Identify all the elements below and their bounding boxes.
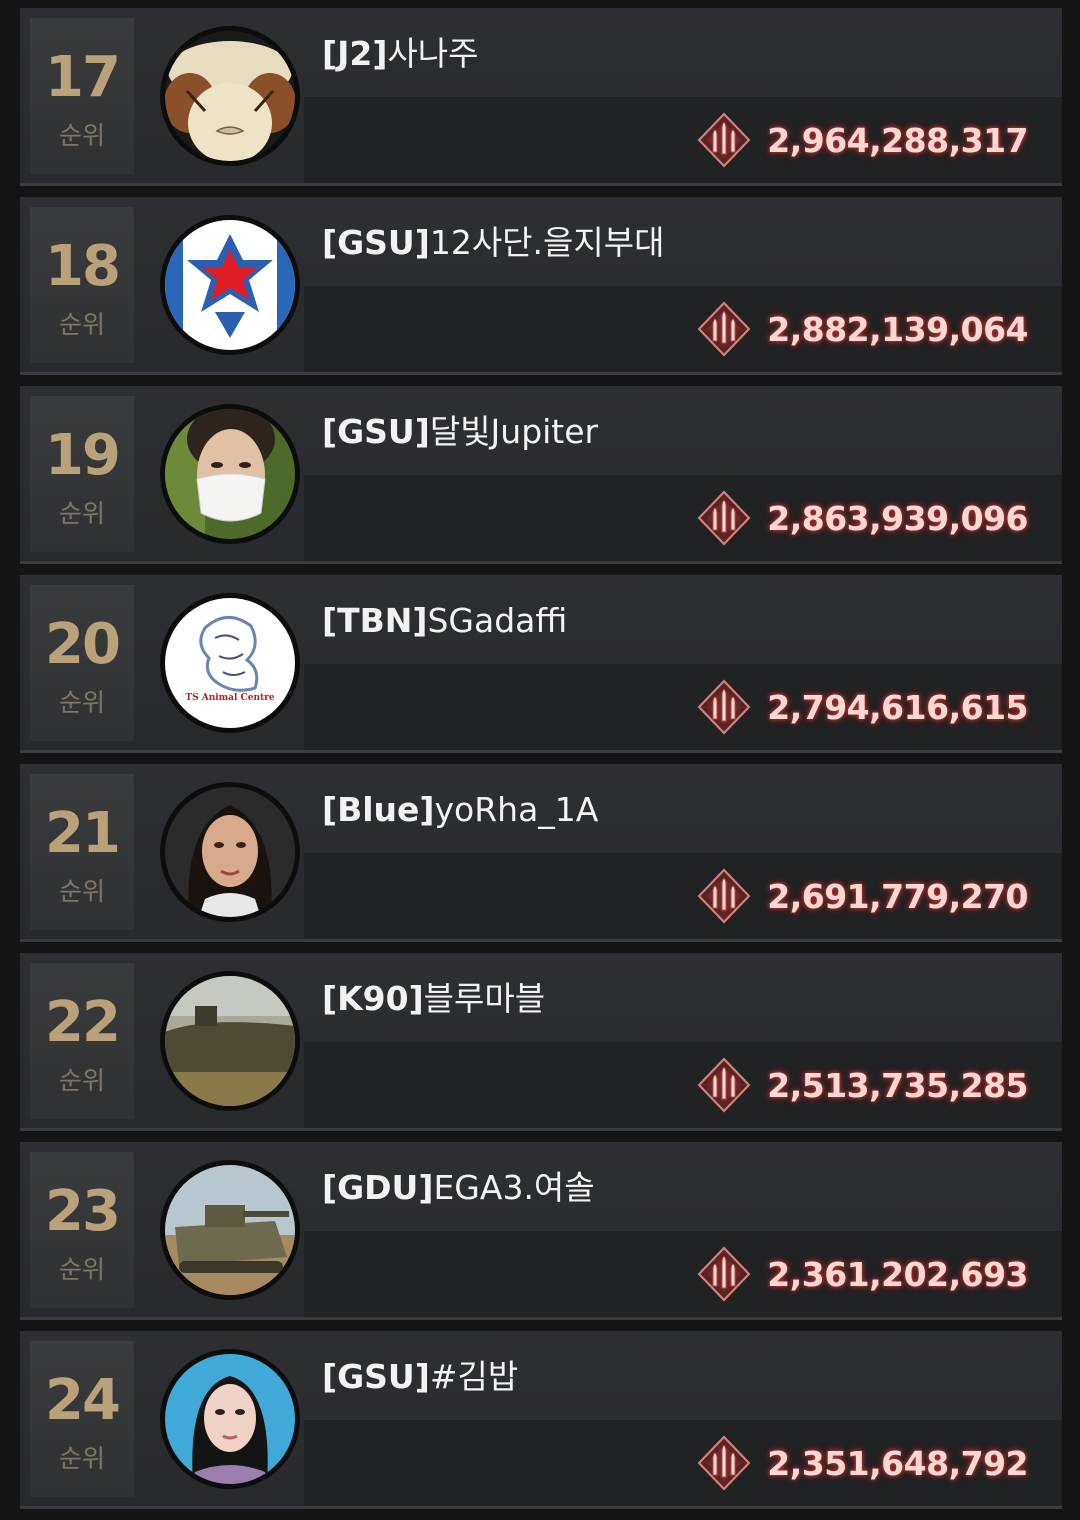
submarine-avatar[interactable] — [160, 971, 300, 1111]
rank-box: 20 순위 — [30, 585, 134, 741]
ammo-bullets-icon — [697, 868, 751, 924]
player-name[interactable]: [J2]사나주 — [322, 34, 479, 74]
ammo-bullets-icon — [697, 1246, 751, 1302]
clan-tag: [GSU] — [322, 412, 430, 451]
ammo-bullets-icon — [697, 112, 751, 168]
woman-portrait-avatar[interactable] — [160, 782, 300, 922]
player-name[interactable]: [GDU]EGA3.여솔 — [322, 1168, 595, 1208]
rank-number: 24 — [45, 1368, 121, 1433]
score-group: 2,882,139,064 — [697, 301, 1028, 357]
ranking-row[interactable]: 21 순위 [Blue]yoRha_1A — [20, 764, 1062, 942]
idol-portrait-avatar[interactable] — [160, 1349, 300, 1489]
ammo-bullets-icon — [697, 490, 751, 546]
ammo-bullets-icon — [697, 301, 751, 357]
ranking-row[interactable]: 22 순위 [K90]블루마블 2,513, — [20, 953, 1062, 1131]
ranking-row[interactable]: 17 순위 [J2]사나주 — [20, 8, 1062, 186]
rank-number: 17 — [45, 45, 121, 110]
score-value: 2,863,939,096 — [767, 498, 1028, 538]
rank-box: 17 순위 — [30, 18, 134, 174]
ammo-bullets-icon — [697, 1435, 751, 1491]
rank-label: 순위 — [58, 1255, 105, 1284]
animal-centre-logo-avatar[interactable]: TS Animal Centre — [160, 593, 300, 733]
ammo-bullets-icon — [697, 679, 751, 735]
player-nickname: 달빛Jupiter — [429, 412, 599, 451]
player-nickname: EGA3.여솔 — [433, 1168, 595, 1207]
score-group: 2,513,735,285 — [697, 1057, 1028, 1113]
ammo-bullets-icon — [697, 1057, 751, 1113]
clan-tag: [K90] — [322, 979, 424, 1018]
player-name[interactable]: [Blue]yoRha_1A — [322, 790, 598, 830]
rank-box: 24 순위 — [30, 1341, 134, 1497]
score-value: 2,361,202,693 — [767, 1254, 1028, 1294]
rank-label: 순위 — [58, 688, 105, 717]
rank-number: 20 — [45, 612, 121, 677]
rank-box: 18 순위 — [30, 207, 134, 363]
clan-tag: [Blue] — [322, 790, 435, 829]
score-value: 2,882,139,064 — [767, 309, 1028, 349]
star-emblem-avatar[interactable] — [160, 215, 300, 355]
player-name[interactable]: [GSU]12사단.을지부대 — [322, 223, 664, 263]
rank-box: 23 순위 — [30, 1152, 134, 1308]
rank-label: 순위 — [58, 1444, 105, 1473]
rank-label: 순위 — [58, 499, 105, 528]
ranking-list: 17 순위 [J2]사나주 — [20, 8, 1062, 1520]
player-nickname: yoRha_1A — [434, 790, 599, 829]
player-nickname: SGadaffi — [427, 601, 568, 640]
rank-number: 18 — [45, 234, 121, 299]
ranking-row[interactable]: 20 순위 TS Animal Centre [TBN]SGadaffi — [20, 575, 1062, 753]
score-value: 2,513,735,285 — [767, 1065, 1028, 1105]
player-nickname: #김밥 — [429, 1357, 519, 1396]
tank-avatar[interactable] — [160, 1160, 300, 1300]
masked-person-avatar[interactable] — [160, 404, 300, 544]
rank-box: 19 순위 — [30, 396, 134, 552]
score-value: 2,691,779,270 — [767, 876, 1028, 916]
clan-tag: [GDU] — [322, 1168, 434, 1207]
rank-box: 21 순위 — [30, 774, 134, 930]
rank-label: 순위 — [58, 877, 105, 906]
rank-number: 21 — [45, 801, 121, 866]
clan-tag: [J2] — [322, 34, 388, 73]
score-group: 2,863,939,096 — [697, 490, 1028, 546]
rank-box: 22 순위 — [30, 963, 134, 1119]
rank-label: 순위 — [58, 310, 105, 339]
score-group: 2,351,648,792 — [697, 1435, 1028, 1491]
rank-number: 23 — [45, 1179, 121, 1244]
rank-label: 순위 — [58, 1066, 105, 1095]
score-group: 2,794,616,615 — [697, 679, 1028, 735]
player-nickname: 사나주 — [387, 34, 479, 73]
player-nickname: 블루마블 — [423, 979, 546, 1018]
clan-tag: [GSU] — [322, 1357, 430, 1396]
score-group: 2,361,202,693 — [697, 1246, 1028, 1302]
score-value: 2,794,616,615 — [767, 687, 1028, 727]
rank-number: 19 — [45, 423, 121, 488]
ranking-row[interactable]: 18 순위 [GSU]12사단.을지부대 — [20, 197, 1062, 375]
clan-tag: [GSU] — [322, 223, 430, 262]
ranking-row[interactable]: 23 순위 [GDU]EGA3.여솔 — [20, 1142, 1062, 1320]
clan-tag: [TBN] — [322, 601, 428, 640]
rank-number: 22 — [45, 990, 121, 1055]
score-value: 2,351,648,792 — [767, 1443, 1028, 1483]
ranking-row[interactable]: 19 순위 [GSU]달빛Jupiter — [20, 386, 1062, 564]
rank-label: 순위 — [58, 121, 105, 150]
player-name[interactable]: [GSU]#김밥 — [322, 1357, 518, 1397]
avatar-caption: TS Animal Centre — [185, 693, 275, 703]
score-value: 2,964,288,317 — [767, 120, 1028, 160]
player-nickname: 12사단.을지부대 — [429, 223, 665, 262]
player-name[interactable]: [K90]블루마블 — [322, 979, 545, 1019]
player-name[interactable]: [GSU]달빛Jupiter — [322, 412, 598, 452]
score-group: 2,964,288,317 — [697, 112, 1028, 168]
ranking-row[interactable]: 24 순위 [GSU]#김밥 — [20, 1331, 1062, 1509]
sheep-avatar[interactable] — [160, 26, 300, 166]
player-name[interactable]: [TBN]SGadaffi — [322, 601, 567, 641]
score-group: 2,691,779,270 — [697, 868, 1028, 924]
